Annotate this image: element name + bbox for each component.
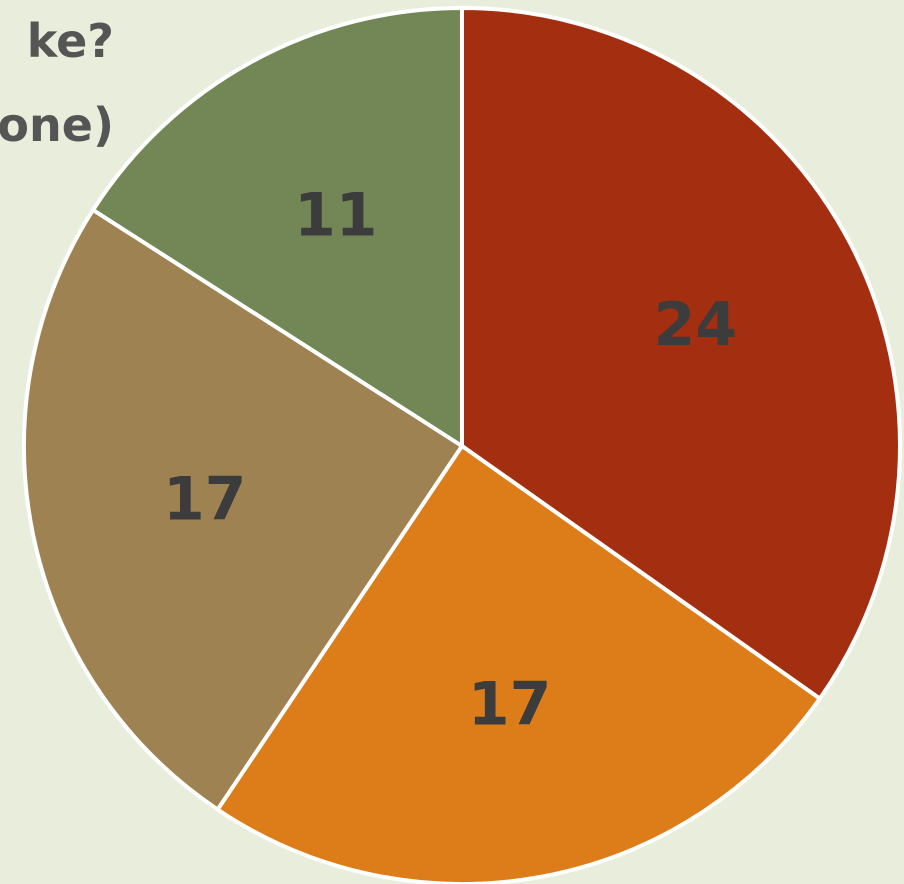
chart-title-line-1: ke?	[26, 14, 114, 68]
slice-value-label-1: 24	[654, 290, 738, 360]
chart-title-line-2: one)	[0, 98, 114, 152]
pie-slice-4	[91, 6, 464, 448]
pie-slice-2	[215, 444, 822, 884]
pie-slices	[22, 6, 902, 884]
slice-value-label-3: 17	[163, 464, 247, 534]
pie-slice-3	[22, 207, 464, 812]
pie-slice-1	[460, 6, 902, 701]
pie-labels: 24 17 17 11	[163, 180, 737, 739]
slice-value-label-2: 17	[468, 669, 552, 739]
slice-value-label-4: 11	[294, 180, 378, 250]
